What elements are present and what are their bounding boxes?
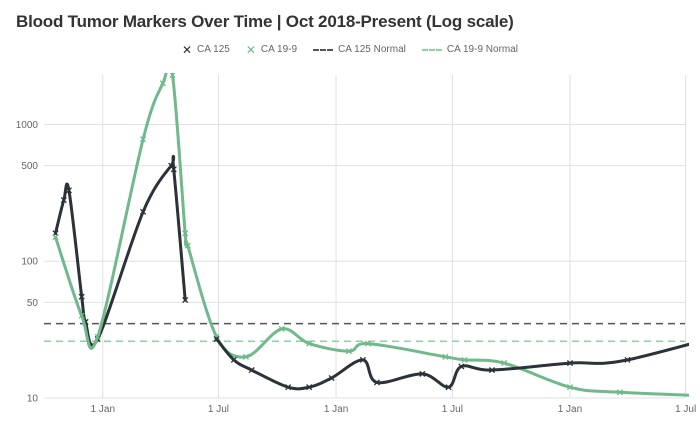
data-point-marker [242, 353, 250, 360]
x-tick-label: 1 Jul [208, 404, 229, 415]
data-point-marker [442, 353, 449, 360]
cross-marker-icon: ✕ [245, 42, 256, 57]
y-tick-label: 1000 [16, 120, 39, 131]
data-point-marker [78, 312, 85, 319]
data-point-marker [170, 166, 177, 173]
data-point-marker [139, 208, 147, 215]
data-point-marker [159, 80, 166, 87]
data-point-marker [488, 367, 496, 374]
x-tick-label: 1 Jan [324, 404, 348, 415]
legend-item-ca125[interactable]: ✕ CA 125 [181, 42, 230, 57]
legend-label: CA 19-9 [260, 44, 298, 55]
legend-label: CA 125 [197, 44, 230, 55]
data-point-marker [168, 162, 175, 169]
data-point-marker [182, 297, 189, 304]
data-point-marker [364, 340, 372, 347]
data-point-marker [213, 335, 220, 343]
legend-label: CA 125 Normal [338, 44, 406, 55]
data-point-marker [419, 370, 426, 377]
data-point-marker [566, 384, 574, 391]
data-point-marker [78, 293, 85, 300]
data-point-marker [373, 379, 381, 386]
data-point-marker [566, 360, 574, 367]
data-point-marker [65, 187, 72, 194]
data-point-marker [248, 367, 255, 374]
data-point-marker [184, 242, 191, 249]
y-tick-label: 100 [21, 257, 38, 268]
series-line [54, 73, 689, 397]
data-point-marker [182, 230, 189, 237]
cross-marker-icon: ✕ [181, 42, 193, 57]
y-tick-label: 50 [27, 298, 39, 309]
data-point-marker [169, 73, 176, 79]
legend-item-ca199[interactable]: ✕ CA 19-9 [245, 42, 298, 57]
data-point-marker [501, 360, 508, 367]
chart-legend: ✕ CA 125 ✕ CA 19-9 CA 125 Normal CA 19-9… [0, 42, 700, 57]
data-point-marker [278, 325, 285, 332]
data-point-marker [359, 356, 366, 363]
data-point-marker [306, 384, 313, 391]
x-tick-label: 1 Jul [675, 404, 696, 415]
dashed-line-icon [313, 48, 334, 51]
data-point-marker [616, 389, 623, 396]
dashed-line-icon [421, 48, 442, 51]
x-tick-label: 1 Jan [558, 404, 582, 415]
data-point-marker [624, 356, 631, 363]
data-point-marker [60, 197, 67, 204]
x-tick-label: 1 Jan [91, 404, 115, 415]
legend-item-ca199-normal[interactable]: CA 19-9 Normal [421, 44, 519, 55]
x-tick-label: 1 Jul [442, 404, 463, 415]
legend-label: CA 19-9 Normal [446, 44, 519, 55]
data-point-marker [230, 356, 237, 363]
data-point-marker [445, 384, 452, 391]
data-point-marker [139, 136, 147, 143]
data-point-marker [458, 363, 465, 370]
series-line [54, 154, 187, 347]
legend-item-ca125-normal[interactable]: CA 125 Normal [313, 44, 406, 55]
data-point-marker [461, 356, 468, 363]
data-point-marker [328, 374, 335, 382]
data-point-marker [52, 234, 59, 241]
series-line [215, 337, 689, 391]
data-point-marker [306, 340, 313, 347]
data-point-marker [345, 348, 352, 355]
y-tick-label: 10 [27, 394, 39, 405]
y-tick-label: 500 [21, 161, 38, 172]
data-point-marker [285, 384, 292, 391]
data-point-marker [213, 333, 220, 340]
data-point-marker [94, 333, 101, 340]
chart-title: Blood Tumor Markers Over Time | Oct 2018… [16, 12, 514, 31]
